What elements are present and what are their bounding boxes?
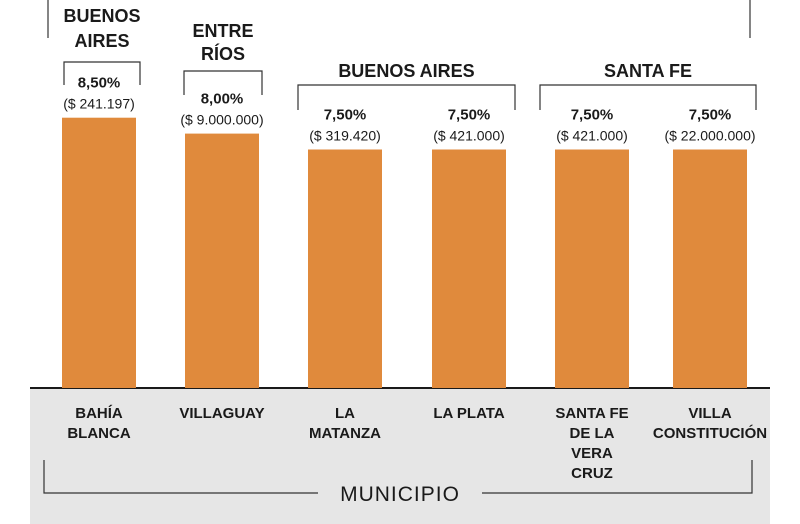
category-label-5: SANTA FE bbox=[555, 405, 628, 422]
x-axis-title-group: MUNICIPIO bbox=[43, 460, 753, 506]
category-axis-band bbox=[30, 388, 770, 524]
value-label-1: 8,50% bbox=[78, 75, 121, 92]
province-label-4: SANTA FE bbox=[604, 61, 692, 81]
province-bracket-2 bbox=[183, 70, 263, 95]
bar-2 bbox=[185, 133, 259, 388]
frame bbox=[30, 0, 770, 389]
amount-label-1: ($ 241.197) bbox=[63, 96, 135, 112]
bar-3 bbox=[308, 149, 382, 388]
province-label-1: AIRES bbox=[74, 31, 129, 51]
province-label-2: ENTRE bbox=[192, 21, 253, 41]
category-label-4: LA PLATA bbox=[433, 405, 505, 422]
value-label-2: 8,00% bbox=[201, 91, 244, 108]
province-bracket-1 bbox=[63, 61, 141, 85]
category-label-2: VILLAGUAY bbox=[179, 405, 264, 422]
bars bbox=[62, 117, 747, 388]
province-label-2: RÍOS bbox=[201, 43, 245, 64]
bar-4 bbox=[432, 149, 506, 388]
bar-5 bbox=[555, 149, 629, 388]
province-label-3: BUENOS AIRES bbox=[338, 61, 474, 81]
category-label-1: BAHÍA bbox=[75, 405, 123, 422]
amount-label-2: ($ 9.000.000) bbox=[180, 112, 263, 128]
value-label-3: 7,50% bbox=[324, 107, 367, 124]
category-label-6: CONSTITUCIÓN bbox=[653, 424, 767, 442]
value-label-4: 7,50% bbox=[448, 107, 491, 124]
category-label-6: VILLA bbox=[688, 405, 731, 422]
category-label-3: LA bbox=[335, 405, 355, 422]
value-label-5: 7,50% bbox=[571, 107, 614, 124]
category-label-5: CRUZ bbox=[571, 465, 613, 482]
amount-label-3: ($ 319.420) bbox=[309, 128, 381, 144]
category-labels: BAHÍA BLANCA VILLAGUAY LA MATANZA LA PLATA SAN… bbox=[67, 405, 767, 482]
province-bracket-4 bbox=[539, 84, 757, 110]
bar-1 bbox=[62, 117, 136, 388]
value-label-6: 7,50% bbox=[689, 107, 732, 124]
category-label-5: DE LA bbox=[570, 425, 615, 442]
bar-6 bbox=[673, 149, 747, 388]
province-label-1: BUENOS bbox=[63, 6, 140, 26]
category-label-3: MATANZA bbox=[309, 425, 381, 442]
x-axis-bracket-right bbox=[482, 460, 753, 494]
amount-label-6: ($ 22.000.000) bbox=[664, 128, 755, 144]
category-label-1: BLANCA bbox=[67, 425, 130, 442]
category-label-5: VERA bbox=[571, 445, 613, 462]
value-labels: 8,50% ($ 241.197) 8,00% ($ 9.000.000) 7,50% (… bbox=[63, 75, 755, 144]
amount-label-4: ($ 421.000) bbox=[433, 128, 505, 144]
x-axis-bracket-left bbox=[43, 460, 318, 494]
amount-label-5: ($ 421.000) bbox=[556, 128, 628, 144]
province-bracket-3 bbox=[297, 84, 516, 110]
x-axis-title: MUNICIPIO bbox=[340, 483, 460, 506]
